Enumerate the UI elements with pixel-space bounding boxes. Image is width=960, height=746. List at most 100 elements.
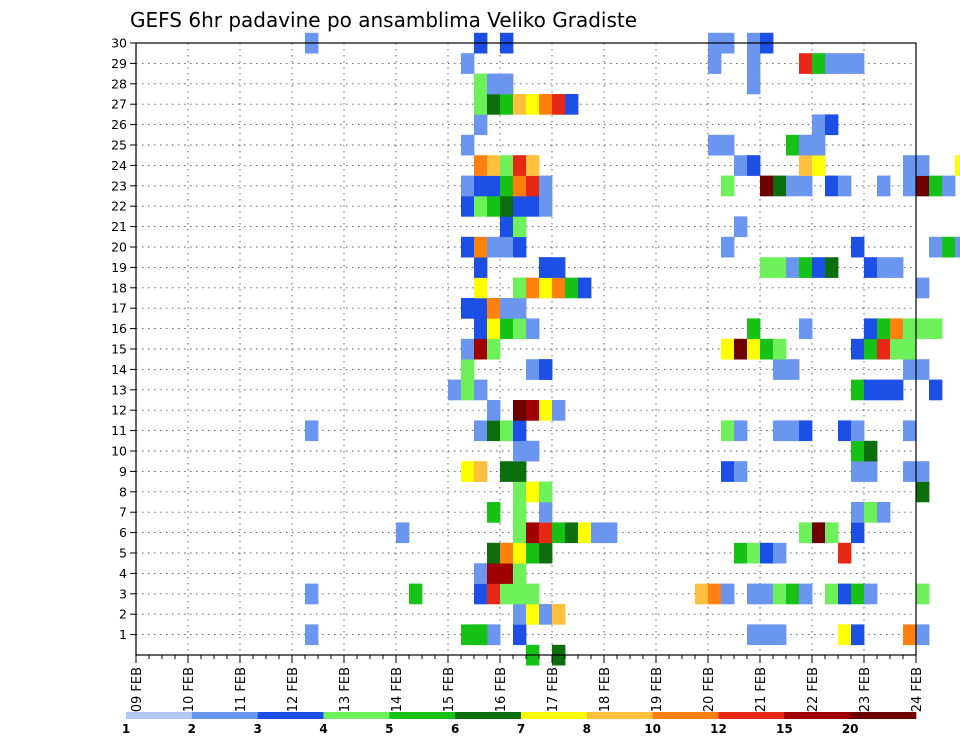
y-tick-label: 27: [111, 97, 127, 112]
heatmap-cell: [721, 338, 735, 360]
colorbar-segment: [652, 712, 719, 719]
heatmap-cell: [409, 583, 423, 605]
heatmap-cell: [513, 298, 527, 319]
y-tick-label: 26: [111, 117, 127, 132]
heatmap-cell: [929, 175, 943, 197]
heatmap-cell: [799, 318, 813, 340]
y-tick-label: 10: [111, 444, 127, 459]
y-tick-label: 7: [119, 505, 127, 520]
heatmap-cell: [721, 236, 735, 258]
heatmap-cell: [513, 461, 527, 482]
heatmap-cell: [500, 583, 514, 605]
heatmap-cell: [487, 420, 501, 442]
heatmap-cell: [526, 542, 540, 564]
heatmap-cell: [526, 481, 540, 503]
heatmap-cell: [474, 420, 488, 442]
heatmap-cell: [903, 338, 917, 360]
heatmap-cell: [864, 257, 878, 278]
y-tick-label: 9: [119, 464, 127, 479]
heatmap-cell: [903, 359, 917, 380]
y-tick-label: 19: [111, 260, 127, 275]
heatmap-cell: [760, 175, 774, 197]
heatmap-cell: [539, 400, 553, 421]
heatmap-cell: [864, 461, 878, 482]
heatmap-cell: [734, 461, 748, 482]
heatmap-cell: [487, 196, 501, 217]
heatmap-cell: [500, 155, 514, 176]
heatmap-cell: [539, 175, 553, 197]
x-tick-label: 15 FEB: [442, 667, 457, 712]
heatmap-cell: [747, 583, 761, 605]
heatmap-cell: [461, 338, 475, 360]
x-tick-label: 22 FEB: [806, 667, 821, 712]
heatmap-cell: [851, 420, 865, 442]
heatmap-cell: [552, 94, 566, 115]
heatmap-cell: [487, 502, 501, 523]
heatmap-cell: [487, 583, 501, 605]
heatmap-cell: [526, 318, 540, 340]
x-tick-label: 10 FEB: [182, 667, 197, 712]
heatmap-cell: [305, 624, 319, 646]
heatmap-cell: [539, 502, 553, 523]
heatmap-cell: [461, 53, 475, 74]
heatmap-cell: [734, 338, 748, 360]
heatmap-cell: [513, 236, 527, 258]
heatmap-cell: [916, 359, 930, 380]
heatmap-cell: [851, 522, 865, 544]
heatmap-cell: [461, 236, 475, 258]
y-tick-label: 21: [111, 219, 127, 234]
heatmap-cell: [838, 420, 852, 442]
colorbar-segment: [718, 712, 785, 719]
heatmap-cell: [513, 216, 527, 238]
heatmap-cell: [877, 338, 891, 360]
heatmap-cell: [916, 175, 930, 197]
y-tick-label: 1: [119, 627, 127, 642]
x-tick-label: 12 FEB: [286, 667, 301, 712]
heatmap-cell: [955, 236, 960, 258]
heatmap-cell: [474, 236, 488, 258]
heatmap-cell: [474, 196, 488, 217]
heatmap-cell: [955, 155, 960, 176]
y-tick-label: 25: [111, 138, 127, 153]
heatmap-cell: [474, 624, 488, 646]
heatmap-cell: [773, 338, 787, 360]
heatmap-cell: [526, 604, 540, 625]
heatmap-cell: [929, 236, 943, 258]
heatmap-cell: [916, 155, 930, 176]
heatmap-cell: [812, 53, 826, 74]
y-tick-label: 12: [111, 403, 127, 418]
heatmap-cell: [838, 624, 852, 646]
x-tick-label: 20 FEB: [702, 667, 717, 712]
heatmap-cell: [487, 542, 501, 564]
heatmap-cell: [526, 277, 540, 299]
colorbar-segment: [850, 712, 917, 719]
heatmap-cell: [513, 155, 527, 176]
heatmap-cell: [513, 522, 527, 544]
heatmap-cell: [539, 522, 553, 544]
y-tick-label: 30: [111, 36, 127, 51]
heatmap-cell: [474, 563, 488, 584]
y-tick-label: 18: [111, 280, 127, 295]
heatmap-cell: [916, 318, 930, 340]
x-tick-label: 14 FEB: [390, 667, 405, 712]
heatmap-cell: [721, 134, 735, 156]
heatmap-cell: [539, 481, 553, 503]
heatmap-cell: [890, 257, 904, 278]
heatmap-cell: [526, 400, 540, 421]
heatmap-cell: [773, 420, 787, 442]
heatmap-cell: [474, 298, 488, 319]
colorbar-segment: [191, 712, 258, 719]
heatmap-cell: [903, 175, 917, 197]
colorbar-label: 20: [842, 722, 859, 736]
heatmap-cell: [539, 604, 553, 625]
heatmap-cell: [916, 277, 930, 299]
heatmap-cell: [500, 175, 514, 197]
heatmap-cell: [513, 583, 527, 605]
heatmap-cell: [760, 624, 774, 646]
heatmap-cell: [474, 257, 488, 278]
heatmap-cell: [526, 522, 540, 544]
heatmap-cell: [838, 175, 852, 197]
y-tick-label: 3: [119, 586, 127, 601]
